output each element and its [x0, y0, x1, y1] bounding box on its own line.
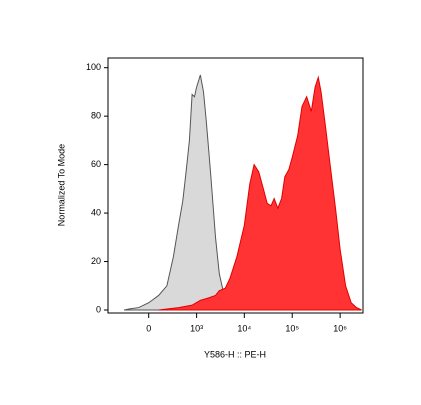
y-tick-label: 60	[91, 159, 101, 169]
y-tick-label: 0	[96, 304, 101, 314]
plot-frame	[107, 57, 364, 314]
y-tick-label: 20	[91, 256, 101, 266]
x-axis-label: Y586-H :: PE-H	[204, 349, 266, 359]
x-tick-label: 0	[146, 323, 151, 333]
x-tick-label: 10⁵	[285, 323, 299, 333]
x-tick-label: 10³	[190, 323, 203, 333]
y-axis-label: Normalized To Mode	[56, 144, 66, 226]
x-tick-label: 10⁶	[333, 323, 347, 333]
y-tick-label: 40	[91, 207, 101, 217]
histogram-area	[123, 74, 237, 311]
histogram-area	[158, 75, 362, 311]
y-tick-label: 100	[86, 62, 101, 72]
x-tick-label: 10⁴	[237, 323, 251, 333]
y-tick-label: 80	[91, 111, 101, 121]
